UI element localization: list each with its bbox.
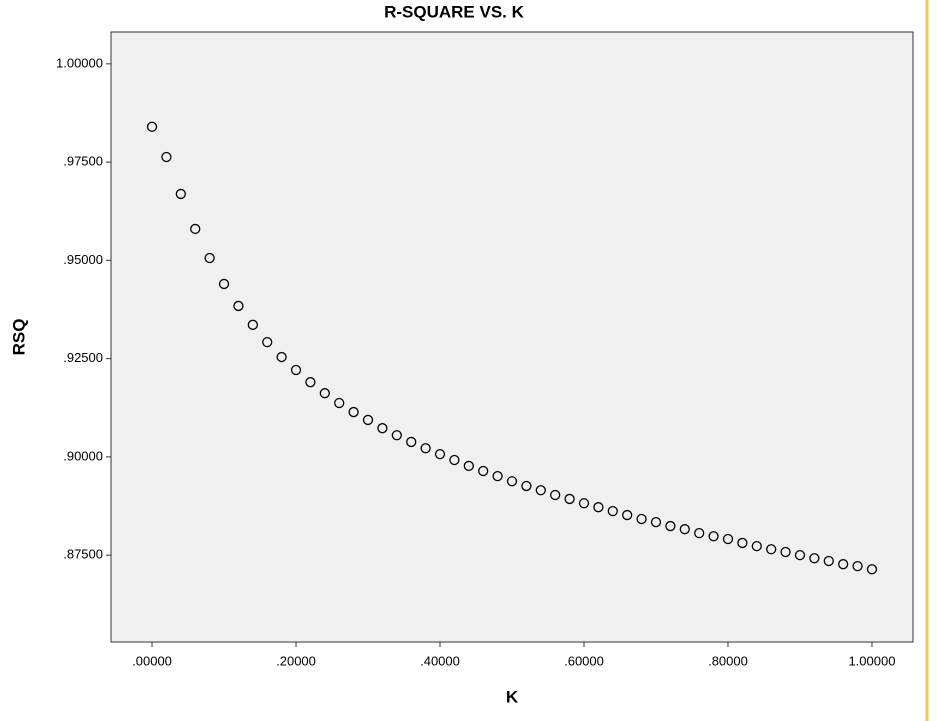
- point: [449, 454, 460, 466]
- y-tick-label: .90000: [63, 448, 103, 463]
- point: [204, 252, 215, 264]
- point: [636, 513, 647, 525]
- point: [578, 498, 590, 509]
- y-tick-label: .97500: [63, 154, 103, 169]
- point: [852, 560, 863, 572]
- point: [506, 476, 518, 487]
- point: [348, 406, 359, 418]
- point: [564, 493, 575, 505]
- point: [521, 480, 532, 492]
- point: [694, 527, 705, 539]
- point: [190, 223, 201, 235]
- point: [809, 553, 820, 564]
- point: [622, 509, 633, 521]
- point: [420, 443, 431, 454]
- point: [535, 485, 546, 496]
- x-tick-label: .40000: [420, 653, 460, 668]
- point: [593, 502, 604, 513]
- point: [650, 516, 662, 528]
- point: [492, 470, 503, 482]
- point: [665, 520, 676, 532]
- point: [406, 436, 417, 448]
- point: [161, 151, 172, 163]
- point: [305, 377, 316, 388]
- x-axis-label: K: [506, 687, 519, 706]
- point: [362, 414, 374, 426]
- point: [607, 505, 618, 517]
- plot-area: [110, 31, 914, 643]
- point: [434, 448, 446, 460]
- y-tick-label: .95000: [63, 252, 103, 267]
- chart-title: R-SQUARE VS. K: [384, 2, 525, 21]
- point: [737, 537, 748, 549]
- point: [463, 460, 474, 472]
- point: [377, 423, 388, 434]
- point: [262, 336, 273, 348]
- point: [334, 397, 345, 409]
- point: [319, 388, 330, 399]
- point: [175, 188, 186, 200]
- point: [838, 559, 849, 570]
- x-tick-label: .60000: [564, 653, 604, 668]
- point: [766, 544, 777, 555]
- point: [722, 533, 734, 545]
- x-tick-label: .20000: [276, 653, 316, 668]
- point: [794, 549, 806, 561]
- point: [708, 531, 719, 542]
- point: [146, 121, 158, 132]
- point: [751, 540, 762, 552]
- x-tick-label: .80000: [708, 653, 748, 668]
- point: [233, 300, 244, 312]
- point: [218, 278, 230, 290]
- y-tick-label: 1.00000: [56, 55, 103, 70]
- point: [247, 319, 258, 330]
- point: [780, 546, 791, 558]
- point: [823, 555, 834, 567]
- y-tick-label: .87500: [63, 547, 103, 562]
- point: [550, 489, 561, 501]
- point: [866, 564, 878, 575]
- point: [391, 430, 402, 441]
- x-tick-label: 1.00000: [848, 653, 895, 668]
- point: [679, 524, 690, 535]
- point: [478, 465, 489, 477]
- point: [276, 351, 287, 363]
- y-tick-label: .92500: [63, 350, 103, 365]
- x-tick-label: .00000: [132, 653, 172, 668]
- point: [290, 364, 302, 376]
- y-axis-label: RSQ: [9, 319, 28, 356]
